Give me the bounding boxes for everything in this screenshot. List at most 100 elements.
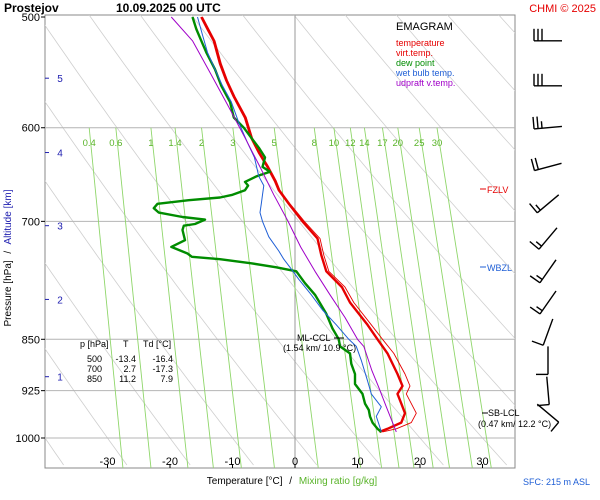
legend-title: EMAGRAM — [396, 21, 453, 33]
mixing-ratio-label: 17 — [377, 138, 388, 149]
wind-barb-staff — [542, 318, 554, 346]
y-axis-label: Pressure [hPa] / Altitude [km] — [3, 189, 14, 326]
dry-adiabat-line — [344, 15, 515, 212]
pressure-tick-label: 700 — [22, 216, 40, 228]
mixing-ratio-label: 25 — [414, 138, 425, 149]
dry-adiabat-line — [45, 180, 254, 466]
temperature-tick-label: 20 — [414, 456, 426, 468]
wind-barb-staff — [534, 162, 562, 172]
legend-item-wet-bulb: wet bulb temp. — [395, 68, 455, 78]
mixing-ratio-line — [150, 127, 189, 468]
table-cell: -13.4 — [115, 354, 136, 364]
dry-adiabat-line — [396, 15, 515, 151]
mixing-ratio-lines: 0.4 0.6 1 1.4 2 3 5 8 10 12 14 17 20 25 30 — [83, 127, 492, 468]
wind-barb-flag-full — [550, 421, 560, 432]
altitude-tick-label: 3 — [57, 222, 63, 233]
wind-barb-staff — [546, 376, 550, 405]
dry-adiabat-line — [45, 348, 128, 466]
xlabel-mix: Mixing ratio [g/kg] — [299, 476, 378, 487]
dry-adiabat-line — [242, 15, 515, 340]
ml-ccl-value: (1.54 km/ 10.9 °C) — [283, 343, 356, 353]
profile-curves — [152, 16, 417, 434]
mixing-ratio-line — [381, 127, 434, 468]
pressure-tick-label: 1000 — [16, 433, 40, 445]
table-cell: -17.3 — [152, 364, 173, 374]
sb-lcl-marker: SB-LCL (0.47 km/ 12.2 °C) — [478, 408, 551, 429]
table-cell: 11.2 — [119, 374, 136, 384]
dry-adiabat-line — [550, 15, 600, 465]
wind-barb-flag-full — [536, 116, 539, 129]
wind-barb — [533, 73, 562, 87]
wind-barb-staff — [538, 227, 558, 250]
ylabel-pressure: Pressure [hPa] — [3, 260, 14, 326]
legend-item-dew-point: dew point — [396, 58, 435, 68]
mixing-ratio-line — [88, 127, 124, 468]
mixing-ratio-label: 0.4 — [83, 138, 96, 149]
mixing-ratio-line — [363, 127, 415, 468]
mixing-ratio-label: 1 — [148, 138, 153, 149]
wind-barb — [529, 194, 560, 214]
temperature-tick-label: 30 — [476, 456, 488, 468]
legend-item-temperature: temperature — [396, 38, 445, 48]
ylabel-sep: / — [3, 251, 14, 254]
pressure-tick-label: 850 — [22, 334, 40, 346]
wind-barb — [529, 290, 557, 315]
pressure-tick-label: 500 — [22, 12, 40, 24]
plot-frame — [44, 14, 516, 469]
dry-adiabat-line — [191, 15, 515, 406]
curve-udpraft-v-temp — [170, 16, 397, 433]
wind-barb — [530, 157, 562, 172]
mixing-ratio-label: 10 — [329, 138, 340, 149]
mixing-ratio-line — [397, 127, 450, 468]
wind-barb-flag-full — [529, 275, 541, 284]
temperature-tick-label: -10 — [225, 456, 241, 468]
mixing-ratio-line — [273, 127, 319, 468]
table-header-td: Td [°C] — [143, 339, 171, 349]
altitude-tick-label: 4 — [57, 149, 63, 160]
curve-dew-point — [152, 16, 383, 433]
ml-ccl-label: ML-CCL — [297, 333, 331, 343]
wind-barb-flag-full — [534, 157, 540, 170]
wind-barb — [533, 28, 562, 42]
mixing-ratio-label: 8 — [312, 138, 317, 149]
wind-barb — [537, 376, 550, 407]
station-name: Prostejov — [4, 1, 59, 15]
wbzl-marker: WBZL — [480, 263, 512, 273]
altitude-tick-label: 5 — [57, 74, 63, 85]
dry-adiabat-line — [45, 24, 381, 466]
wind-barb-flag-half — [540, 121, 543, 129]
wind-barb-flag-half — [536, 274, 543, 281]
wind-barb-flag-full — [529, 240, 540, 250]
table-header-t: T — [123, 339, 129, 349]
wind-barb — [536, 346, 549, 376]
pressure-tick-label: 925 — [22, 386, 40, 398]
mixing-ratio-label: 14 — [359, 138, 370, 149]
sb-lcl-value: (0.47 km/ 12.2 °C) — [478, 419, 551, 429]
dry-adiabats — [45, 15, 600, 466]
wind-barb — [536, 403, 560, 432]
mixing-ratio-label: 12 — [345, 138, 356, 149]
wind-barb-flag-full — [529, 306, 541, 315]
fzlv-marker: FZLV — [480, 185, 508, 195]
temperature-tick-label: 0 — [292, 456, 298, 468]
mixing-ratio-label: 3 — [230, 138, 235, 149]
wind-barb-flag-half — [536, 306, 543, 312]
xlabel-temp: Temperature [°C] — [207, 476, 283, 487]
mixing-ratio-line — [349, 127, 400, 468]
dry-adiabat-line — [447, 15, 515, 92]
sb-lcl-label: SB-LCL — [488, 408, 520, 418]
curve-temperature — [200, 16, 407, 434]
dry-adiabat-line — [498, 15, 515, 34]
wind-barb — [529, 227, 558, 250]
table-cell: 850 — [87, 374, 102, 384]
credit-text: CHMI © 2025 — [529, 3, 596, 15]
mixing-ratio-label: 0.6 — [109, 138, 122, 149]
ylabel-altitude: Altitude [km] — [3, 189, 14, 244]
legend-item-virt-temp: virt.temp. — [396, 48, 433, 58]
x-axis-label: Temperature [°C] / Mixing ratio [g/kg] — [207, 476, 378, 487]
temperature-tick-label: -30 — [100, 456, 116, 468]
ml-ccl-marker: ML-CCL (1.54 km/ 10.9 °C) — [283, 333, 356, 353]
sounding-table: p [hPa] T Td [°C] 500 -13.4 -16.4 700 2.… — [80, 339, 173, 384]
legend: EMAGRAM temperature virt.temp. dew point… — [395, 21, 455, 88]
